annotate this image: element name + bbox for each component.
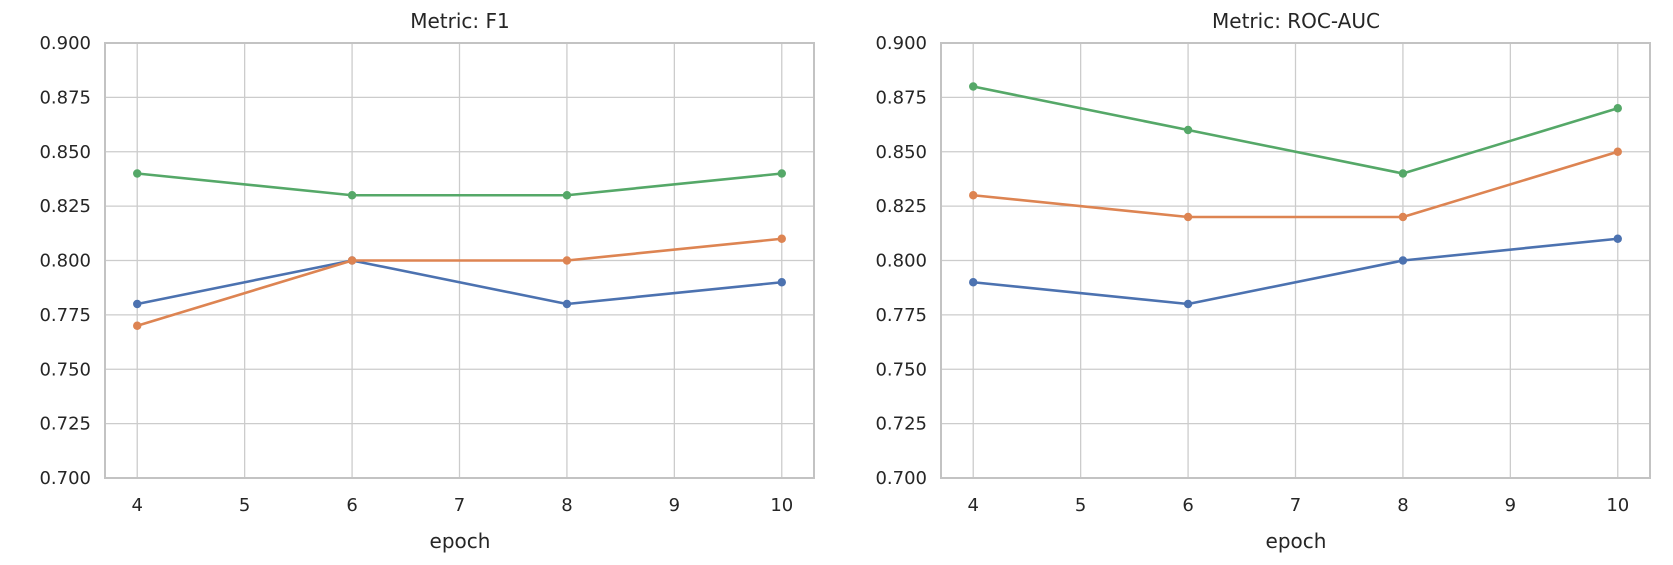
series-line-green-series [971, 85, 1620, 175]
y-tick-label: 0.875 [39, 87, 91, 108]
x-axis-label-roc-auc: epoch [1266, 529, 1327, 553]
x-tick-label: 7 [1290, 495, 1301, 516]
data-point-green-series [1613, 104, 1622, 113]
y-tick-label: 0.825 [39, 196, 91, 217]
y-tick-label: 0.900 [39, 33, 91, 54]
y-tick-label: 0.700 [875, 468, 927, 489]
plot-border [104, 42, 815, 479]
x-tick-label: 10 [770, 495, 793, 516]
y-tick-label: 0.725 [875, 414, 927, 435]
data-point-green-series [562, 191, 572, 200]
x-tick-label: 9 [1505, 495, 1516, 516]
y-tick-label: 0.875 [875, 87, 927, 108]
series-line-orange-series [135, 237, 784, 328]
y-tick-label: 0.775 [875, 305, 927, 326]
chart-title-roc-auc: Metric: ROC-AUC [1212, 9, 1380, 33]
x-tick-label: 6 [346, 495, 357, 516]
data-point-orange-series [562, 256, 572, 265]
x-tick-label: 4 [968, 495, 979, 516]
chart-title-f1: Metric: F1 [410, 9, 510, 33]
data-point-orange-series [347, 256, 357, 265]
data-point-blue-series [1398, 256, 1408, 265]
data-point-orange-series [1398, 212, 1408, 222]
plot-border [940, 42, 1651, 479]
data-point-green-series [1183, 125, 1193, 135]
data-point-orange-series [777, 234, 786, 243]
y-tick-label: 0.850 [875, 142, 927, 163]
data-point-blue-series [1613, 234, 1622, 243]
y-tick-label: 0.775 [39, 305, 91, 326]
data-point-blue-series [969, 278, 978, 287]
data-point-green-series [347, 191, 357, 200]
chart-panel-roc-auc: 4 5 6 7 8 9 10 0.700 0.725 0.750 0.775 0.800 0.825 0.… [836, 0, 1672, 565]
x-tick-label: 8 [561, 495, 572, 516]
x-tick-label: 5 [1075, 495, 1086, 516]
data-point-green-series [133, 169, 142, 178]
roc-auc-line-chart: 4 5 6 7 8 9 10 0.700 0.725 0.750 0.775 0.800 0.825 0.… [875, 9, 1651, 553]
data-point-green-series [777, 169, 786, 178]
x-tick-label: 6 [1182, 495, 1193, 516]
y-tick-label: 0.825 [875, 196, 927, 217]
data-point-orange-series [969, 191, 978, 200]
f1-line-chart: 4 5 6 7 8 9 10 0.700 0.725 0.750 0.775 0.800 0.825 0.… [39, 9, 815, 553]
y-tick-label: 0.725 [39, 414, 91, 435]
data-point-orange-series [133, 321, 142, 330]
y-tick-label: 0.900 [875, 33, 927, 54]
data-point-blue-series [1183, 299, 1193, 309]
y-tick-label: 0.700 [39, 468, 91, 489]
x-axis-label-f1: epoch [430, 529, 491, 553]
x-tick-label: 10 [1606, 495, 1629, 516]
x-tick-label: 4 [132, 495, 143, 516]
x-tick-label: 5 [239, 495, 250, 516]
y-tick-label: 0.800 [875, 251, 927, 272]
y-tick-label: 0.800 [39, 251, 91, 272]
series-line-orange-series [971, 150, 1620, 219]
series-line-blue-series [135, 259, 784, 306]
data-point-orange-series [1613, 147, 1622, 156]
chart-panel-f1: 4 5 6 7 8 9 10 0.700 0.725 0.750 0.775 0.800 0.825 0.… [0, 0, 836, 565]
y-tick-label: 0.750 [39, 359, 91, 380]
x-tick-label: 7 [454, 495, 465, 516]
y-tick-label: 0.750 [875, 359, 927, 380]
x-tick-label: 9 [669, 495, 680, 516]
y-tick-label: 0.850 [39, 142, 91, 163]
data-point-blue-series [777, 278, 786, 287]
series-line-blue-series [971, 237, 1620, 306]
series-line-green-series [135, 172, 784, 197]
data-point-blue-series [562, 299, 572, 309]
data-point-orange-series [1183, 212, 1193, 222]
data-point-green-series [969, 82, 978, 91]
x-tick-label: 8 [1397, 495, 1408, 516]
data-point-green-series [1398, 169, 1408, 178]
data-point-blue-series [133, 299, 142, 309]
